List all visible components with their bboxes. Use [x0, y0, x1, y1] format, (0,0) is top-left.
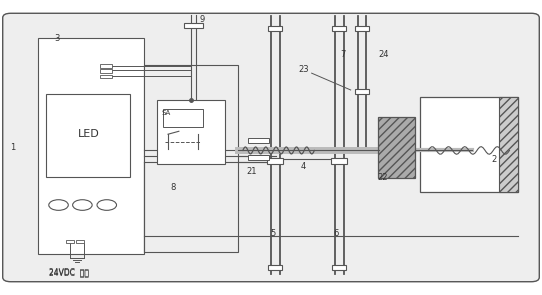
Bar — [157, 100, 225, 164]
Text: 4: 4 — [301, 162, 306, 171]
Text: 24: 24 — [378, 50, 389, 59]
Text: LED: LED — [78, 129, 99, 139]
Bar — [38, 38, 144, 254]
Bar — [248, 138, 269, 143]
Bar — [378, 117, 415, 178]
Bar — [184, 23, 203, 28]
Text: 6: 6 — [334, 229, 339, 237]
Text: 1: 1 — [10, 143, 15, 152]
Bar — [355, 89, 369, 94]
Bar — [248, 155, 269, 160]
Text: 2: 2 — [492, 155, 497, 164]
Bar — [152, 71, 230, 248]
Bar — [100, 69, 112, 73]
Text: 21: 21 — [246, 167, 256, 176]
Text: SA: SA — [162, 110, 171, 116]
Bar — [355, 26, 369, 31]
Text: 7: 7 — [340, 50, 345, 59]
Bar — [144, 65, 238, 252]
Bar — [268, 265, 282, 270]
Bar — [267, 158, 283, 164]
Text: 9: 9 — [199, 15, 205, 24]
Bar — [499, 97, 518, 192]
Bar — [76, 240, 84, 243]
Bar — [163, 109, 203, 127]
Bar — [331, 158, 347, 164]
Bar — [100, 64, 112, 68]
Text: 23: 23 — [298, 65, 309, 74]
Bar — [46, 94, 130, 177]
Text: 3: 3 — [54, 34, 60, 43]
Text: 22: 22 — [378, 173, 388, 181]
Text: 24VDC  电源: 24VDC 电源 — [49, 268, 89, 277]
Bar — [66, 240, 74, 243]
Bar — [100, 75, 112, 78]
Bar — [420, 97, 518, 192]
Bar — [268, 26, 282, 31]
Text: 5: 5 — [270, 229, 275, 237]
Bar — [332, 265, 346, 270]
Text: 24VDC  电源: 24VDC 电源 — [49, 268, 89, 276]
Bar — [332, 26, 346, 31]
Text: 8: 8 — [171, 183, 176, 192]
FancyBboxPatch shape — [3, 13, 539, 282]
